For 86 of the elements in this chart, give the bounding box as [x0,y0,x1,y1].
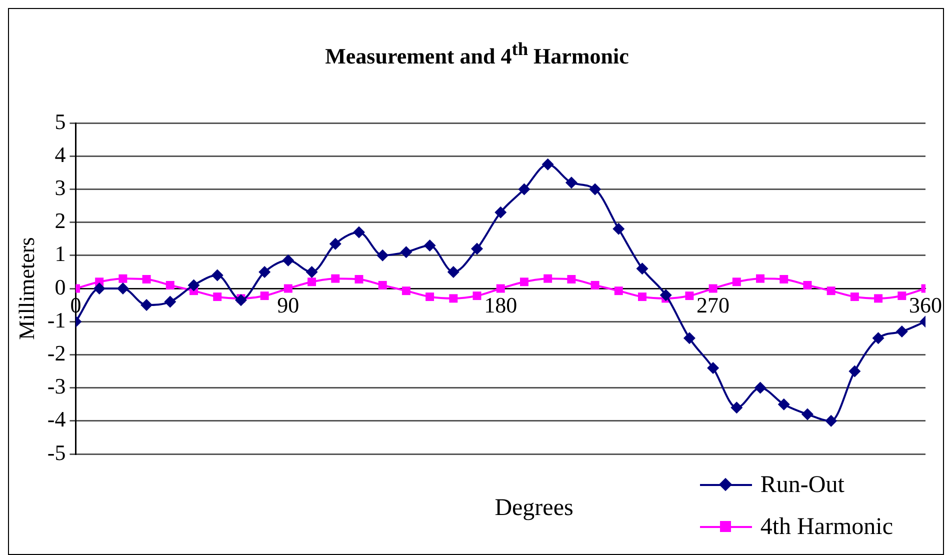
y-tick-label: -1 [47,307,66,332]
point [730,402,743,414]
point [496,284,505,293]
x-tick-label: 360 [909,292,942,318]
point [636,262,648,275]
point [518,183,530,196]
point [683,332,696,344]
point [544,274,552,283]
point [234,294,247,306]
point [308,278,316,286]
y-tick-label: -2 [47,340,66,366]
point [614,286,623,296]
point [565,176,578,189]
point [494,206,507,218]
point [331,274,340,283]
point [282,254,294,266]
point [424,239,436,252]
point [848,365,861,378]
point [426,292,434,302]
point [140,299,153,312]
point [354,274,364,284]
point [188,279,200,292]
point [329,238,342,250]
legend-label: Run-Out [760,472,844,498]
y-tick-label: -5 [47,440,66,465]
point [376,249,389,262]
legend-label: 4th Harmonic [760,514,893,540]
point [447,266,460,278]
point [449,294,458,303]
point [707,362,720,374]
point [896,326,908,338]
y-tick-label: 1 [54,241,66,266]
point [801,408,814,420]
point [400,246,412,258]
point [472,292,482,300]
y-tick-label: 2 [54,208,66,234]
y-tick-label: 0 [54,274,66,300]
point [708,284,718,293]
point [118,274,128,283]
x-tick-label: 180 [484,292,518,318]
x-axis-title: Degrees [494,495,574,522]
point [306,266,318,278]
point [872,332,884,344]
point [660,289,672,302]
point [803,280,812,290]
point [732,278,741,286]
point [93,282,106,294]
point [826,286,836,296]
point [567,274,576,284]
point [638,292,646,302]
y-tick-label: 3 [54,174,66,200]
point [211,269,224,282]
point [850,292,859,302]
point [520,278,528,286]
point [754,382,766,394]
y-tick-label: 5 [54,108,66,134]
point [164,296,176,308]
point [402,286,410,296]
point [116,282,129,294]
point [685,292,694,300]
point [874,294,883,303]
point [166,280,174,290]
point [542,158,554,170]
point [352,226,365,238]
point [612,222,625,235]
point [756,274,765,283]
point [589,183,602,196]
point [260,292,269,300]
point [213,292,222,302]
y-axis-title: Millimeters [14,237,39,340]
point [898,292,906,300]
chart-title: Measurement and 4$^{th}$ Harmonic [324,39,630,70]
point [825,414,838,427]
y-tick-label: 4 [54,142,66,167]
point [590,280,600,290]
point [378,280,387,290]
point [284,284,292,293]
point [778,398,790,410]
point [780,274,788,284]
y-tick-label: -3 [47,374,66,399]
y-tick-label: -4 [47,406,66,432]
point [258,266,271,278]
point [471,242,484,255]
point [142,274,151,284]
x-tick-label: 90 [277,292,300,318]
x-tick-label: 270 [696,292,730,318]
